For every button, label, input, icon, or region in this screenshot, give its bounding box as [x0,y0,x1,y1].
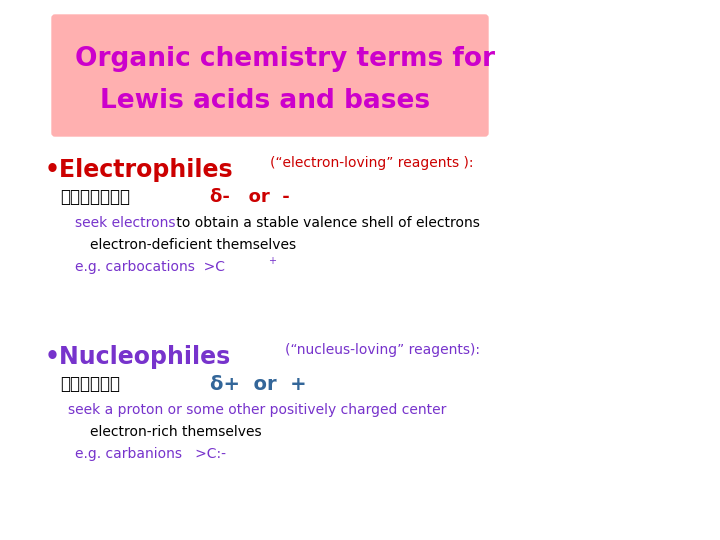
Text: +: + [268,256,276,266]
Text: （求核試薬）: （求核試薬） [60,375,120,393]
Text: （求電子試薬）: （求電子試薬） [60,188,130,206]
Text: •Electrophiles: •Electrophiles [45,158,233,182]
Text: seek electrons: seek electrons [75,216,176,230]
Text: •Nucleophiles: •Nucleophiles [45,345,231,369]
Text: Lewis acids and bases: Lewis acids and bases [100,88,430,114]
Text: e.g. carbocations  >C: e.g. carbocations >C [75,260,225,274]
Text: (“nucleus-loving” reagents):: (“nucleus-loving” reagents): [285,343,480,357]
Text: δ-   or  -: δ- or - [210,188,289,206]
FancyBboxPatch shape [52,15,488,136]
Text: to obtain a stable valence shell of electrons: to obtain a stable valence shell of elec… [172,216,480,230]
Text: Organic chemistry terms for: Organic chemistry terms for [75,46,495,72]
Text: e.g. carbanions   >C:-: e.g. carbanions >C:- [75,447,226,461]
Text: seek a proton or some other positively charged center: seek a proton or some other positively c… [68,403,446,417]
Text: (“electron-loving” reagents ):: (“electron-loving” reagents ): [270,156,474,170]
Text: electron-deficient themselves: electron-deficient themselves [90,238,296,252]
Text: electron-rich themselves: electron-rich themselves [90,425,261,439]
Text: δ+  or  +: δ+ or + [210,375,307,394]
